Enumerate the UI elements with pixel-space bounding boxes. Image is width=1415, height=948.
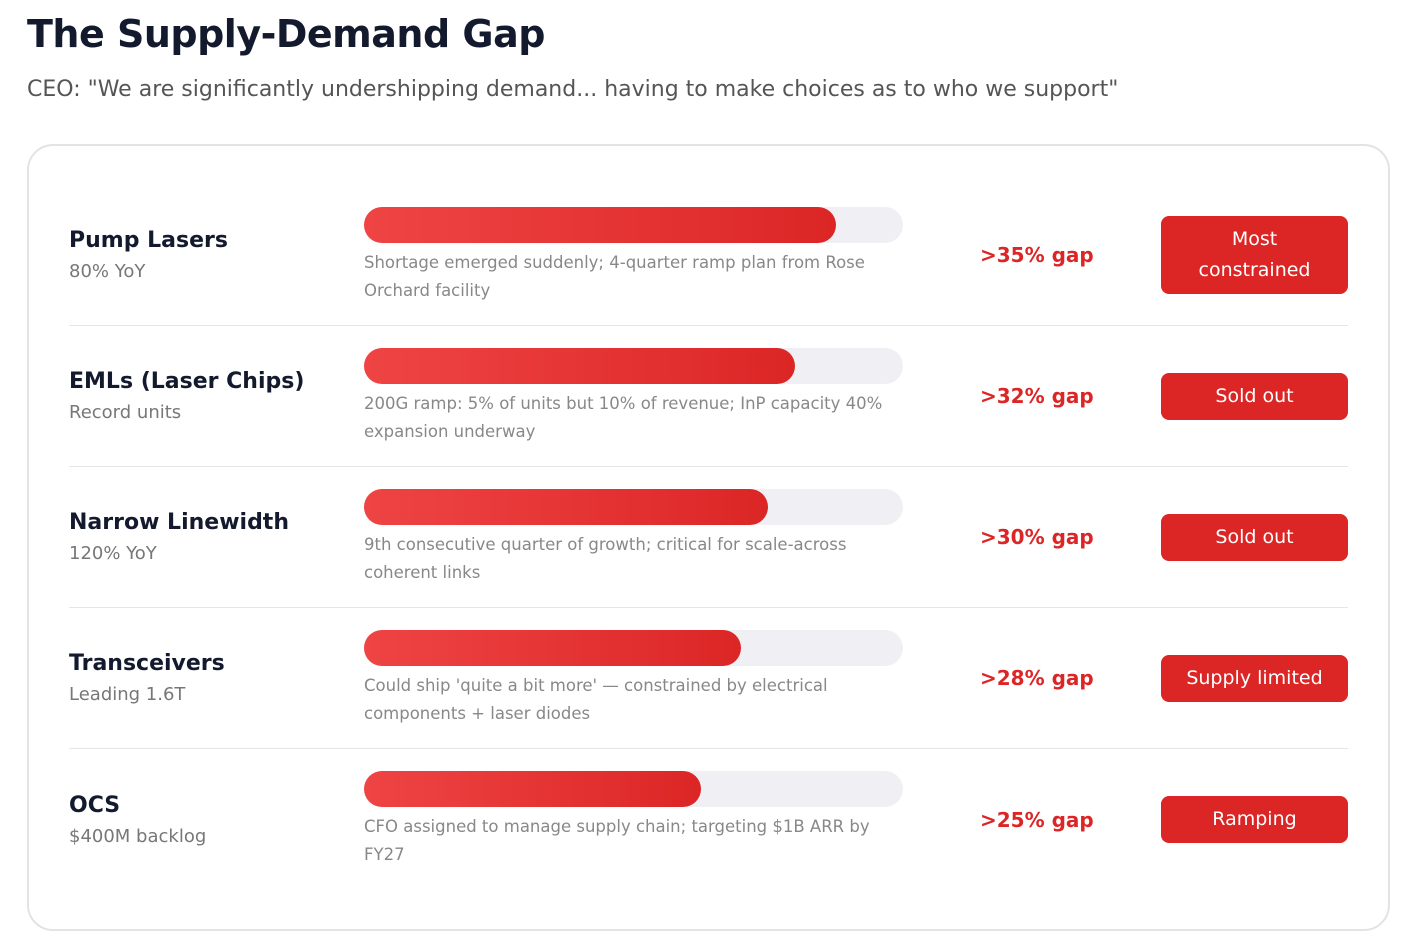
bar-cell: CFO assigned to manage supply chain; tar… — [364, 749, 903, 869]
card: Pump Lasers 80% YoY Shortage emerged sudde… — [27, 144, 1390, 931]
bar-track — [364, 771, 903, 807]
bar-cell: Could ship 'quite a bit more' — constrai… — [364, 608, 903, 728]
row: Narrow Linewidth 120% YoY 9th consecutive … — [69, 467, 1348, 608]
bar-track — [364, 630, 903, 666]
row-detail: $400M backlog — [69, 825, 207, 847]
row-name: Pump Lasers — [69, 228, 228, 253]
bar-fill — [364, 771, 701, 807]
bar-track — [364, 489, 903, 525]
bar-fill — [364, 348, 796, 384]
bar-track — [364, 207, 903, 243]
bar-fill — [364, 207, 836, 243]
row-description: CFO assigned to manage supply chain; tar… — [364, 817, 870, 864]
row-detail: Leading 1.6T — [69, 684, 186, 705]
row: EMLs (Laser Chips) Record units 200G ramp:… — [69, 326, 1348, 467]
row: OCS $400M backlog CFO assigned to manage s… — [69, 749, 1348, 890]
status-badge: Supply limited — [1161, 654, 1348, 702]
row-name: Transceivers — [69, 651, 225, 676]
bar-fill — [364, 489, 769, 525]
label-cell: Transceivers Leading 1.6T — [69, 651, 364, 705]
title: The Supply-Demand Gap — [27, 12, 545, 56]
row-name: EMLs (Laser Chips) — [69, 369, 305, 394]
gap-label: >25% gap — [980, 807, 1094, 832]
row-detail: Record units — [69, 402, 182, 423]
bar-fill — [364, 630, 742, 666]
status-badge: Most constrained — [1161, 216, 1348, 294]
subtitle: CEO: "We are significantly undershipping… — [27, 77, 1119, 102]
status-badge: Sold out — [1161, 513, 1348, 561]
row-detail: 120% YoY — [69, 543, 157, 564]
label-cell: EMLs (Laser Chips) Record units — [69, 369, 364, 423]
gap-label: >30% gap — [980, 525, 1094, 549]
label-cell: Pump Lasers 80% YoY — [69, 228, 364, 282]
bar-track — [364, 348, 903, 384]
bar-cell: 9th consecutive quarter of growth; criti… — [364, 467, 903, 587]
gap-label: >35% gap — [980, 243, 1094, 267]
gap-label: >28% gap — [980, 666, 1094, 690]
row-description: 9th consecutive quarter of growth; criti… — [364, 535, 847, 582]
gap-label: >32% gap — [980, 384, 1094, 408]
row: Transceivers Leading 1.6T Could ship 'quit… — [69, 608, 1348, 749]
status-badge: Sold out — [1161, 372, 1348, 420]
label-cell: Narrow Linewidth 120% YoY — [69, 510, 364, 564]
bar-cell: Shortage emerged suddenly; 4-quarter ram… — [364, 185, 903, 305]
bar-cell: 200G ramp: 5% of units but 10% of revenu… — [364, 326, 903, 446]
row-detail: 80% YoY — [69, 261, 146, 282]
row-description: Could ship 'quite a bit more' — constrai… — [364, 676, 828, 723]
label-cell: OCS $400M backlog — [69, 793, 364, 847]
row-description: 200G ramp: 5% of units but 10% of revenu… — [364, 394, 883, 441]
row-name: OCS — [69, 792, 121, 818]
status-badge: Ramping — [1161, 796, 1348, 843]
row: Pump Lasers 80% YoY Shortage emerged sudde… — [69, 185, 1348, 326]
row-name: Narrow Linewidth — [69, 510, 289, 535]
row-description: Shortage emerged suddenly; 4-quarter ram… — [364, 253, 865, 300]
